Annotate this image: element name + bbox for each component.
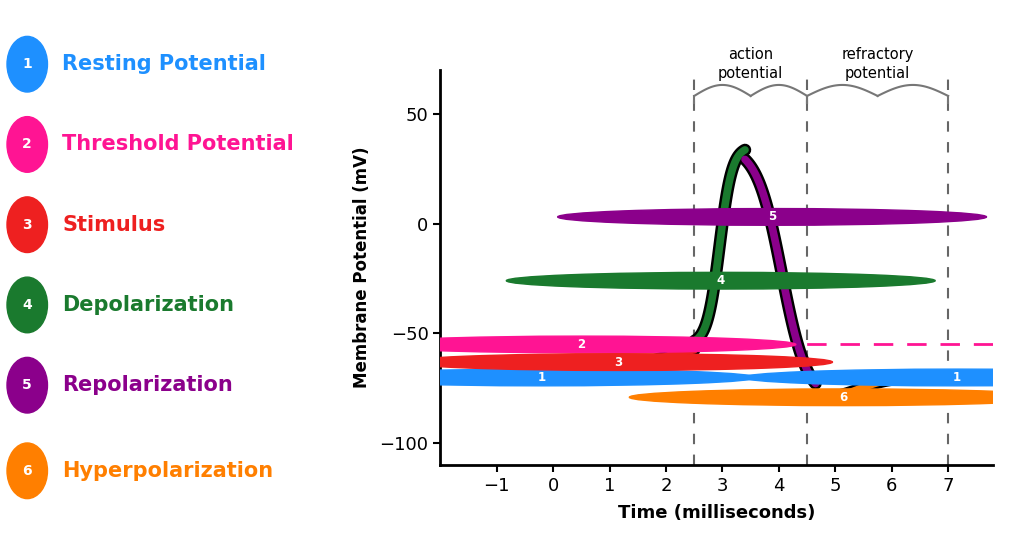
Circle shape xyxy=(7,277,47,333)
Circle shape xyxy=(630,389,1024,406)
Text: 5: 5 xyxy=(768,210,776,224)
Text: 2: 2 xyxy=(23,137,32,151)
Text: action
potential: action potential xyxy=(718,47,783,81)
Text: 4: 4 xyxy=(23,298,32,312)
Text: 1: 1 xyxy=(23,57,32,71)
Text: 6: 6 xyxy=(23,464,32,478)
Circle shape xyxy=(558,209,986,225)
Circle shape xyxy=(7,197,47,253)
Text: 3: 3 xyxy=(614,356,623,369)
X-axis label: Time (milliseconds): Time (milliseconds) xyxy=(618,503,815,522)
Y-axis label: Membrane Potential (mV): Membrane Potential (mV) xyxy=(353,147,371,388)
Circle shape xyxy=(7,117,47,172)
Text: 4: 4 xyxy=(717,274,725,287)
Text: Stimulus: Stimulus xyxy=(62,215,166,235)
Text: 1: 1 xyxy=(538,371,546,384)
Circle shape xyxy=(7,443,47,499)
Text: refractory
potential: refractory potential xyxy=(842,47,913,81)
Text: 6: 6 xyxy=(840,391,848,404)
Text: 3: 3 xyxy=(23,218,32,232)
Text: Repolarization: Repolarization xyxy=(62,375,233,395)
Circle shape xyxy=(367,336,796,353)
Circle shape xyxy=(403,354,833,370)
Text: Depolarization: Depolarization xyxy=(62,295,234,315)
Text: Threshold Potential: Threshold Potential xyxy=(62,134,294,155)
Circle shape xyxy=(7,357,47,413)
Circle shape xyxy=(328,369,757,386)
Circle shape xyxy=(506,272,935,289)
Text: 2: 2 xyxy=(578,338,586,351)
Text: Hyperpolarization: Hyperpolarization xyxy=(62,461,273,481)
Text: 1: 1 xyxy=(952,371,961,384)
Circle shape xyxy=(7,36,47,92)
Circle shape xyxy=(742,369,1024,386)
Text: Resting Potential: Resting Potential xyxy=(62,54,266,74)
Text: 5: 5 xyxy=(23,378,32,392)
